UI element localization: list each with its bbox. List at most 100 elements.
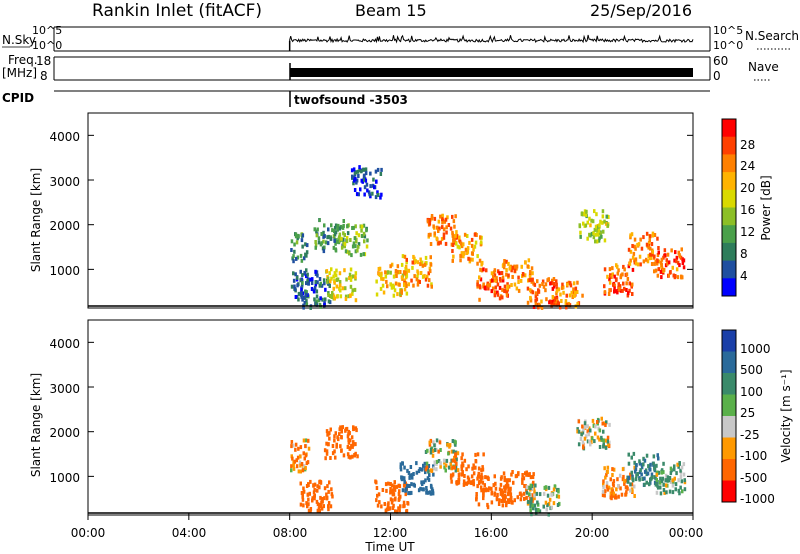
velocity-cell	[478, 479, 481, 484]
velocity-cell	[402, 500, 406, 505]
power-cell	[338, 232, 342, 237]
velocity-cell	[292, 466, 296, 471]
velocity-cell	[638, 470, 642, 475]
velocity-cell	[297, 446, 300, 451]
velocity-cell	[669, 466, 673, 471]
power-cell	[379, 286, 383, 291]
power-cell	[315, 294, 319, 299]
velocity-cell	[305, 484, 309, 488]
power-cell	[612, 282, 615, 287]
power-cell	[564, 299, 568, 304]
velocity-cell	[320, 506, 324, 511]
velocity-cell	[582, 442, 585, 447]
velocity-cell	[679, 470, 683, 475]
power-cell	[656, 259, 659, 264]
velocity-cell	[290, 454, 293, 459]
velocity-cell	[598, 428, 602, 433]
power-cell	[292, 254, 295, 259]
velocity-cell	[431, 487, 434, 492]
velocity-cell	[653, 475, 656, 480]
velocity-cell	[482, 491, 485, 496]
velocity-cell	[307, 438, 310, 443]
power-cell	[557, 287, 561, 292]
power-cell	[335, 268, 338, 273]
power-cell	[354, 298, 358, 303]
velocity-cell	[311, 496, 314, 501]
velocity-cell	[660, 479, 664, 483]
power-cell	[595, 212, 598, 217]
power-cell	[528, 274, 532, 279]
velocity-cell	[612, 479, 616, 484]
velocity-cell	[330, 487, 333, 492]
velocity-cell	[673, 467, 676, 472]
velocity-cell	[602, 429, 605, 434]
velocity-cell	[333, 438, 336, 443]
velocity-cell	[302, 438, 306, 443]
power-cell	[455, 230, 458, 235]
power-cell	[634, 257, 638, 262]
power-cell	[680, 274, 683, 279]
power-cell	[353, 188, 357, 192]
velocity-cell	[349, 455, 352, 460]
velocity-cell	[533, 496, 536, 501]
power-cell	[637, 242, 641, 247]
velocity-cell	[606, 487, 610, 492]
velocity-cell	[545, 507, 548, 512]
power-cell	[536, 292, 539, 297]
power-cell	[344, 249, 348, 254]
velocity-cell	[474, 452, 477, 457]
velocity-ytick-marks	[88, 341, 693, 477]
velocity-cell	[601, 493, 605, 498]
velocity-cell	[525, 485, 529, 490]
velocity-cell	[589, 442, 592, 447]
velocity-cell	[299, 445, 303, 450]
power-cell	[327, 227, 330, 232]
power-cell	[445, 230, 448, 235]
power-cell	[459, 241, 463, 246]
velocity-cell	[431, 448, 435, 453]
power-cell	[437, 241, 440, 246]
power-cell	[333, 280, 336, 285]
velocity-cell	[557, 494, 561, 499]
power-cell	[618, 284, 622, 289]
velocity-cell	[602, 444, 605, 449]
power-cell	[476, 282, 479, 287]
power-cell	[304, 252, 307, 257]
power-cell	[462, 251, 465, 256]
velocity-cell	[327, 489, 330, 494]
velocity-cell	[668, 489, 672, 494]
power-cell	[376, 167, 380, 172]
power-cell	[485, 268, 488, 273]
power-cell	[618, 286, 621, 291]
velocity-cell	[529, 504, 532, 508]
velocity-cell	[431, 453, 435, 458]
power-cell	[489, 279, 493, 284]
power-cell	[513, 264, 516, 269]
power-cell	[327, 293, 330, 297]
date-title: 25/Sep/2016	[590, 1, 692, 20]
power-cell	[355, 178, 359, 183]
velocity-cell	[655, 477, 658, 482]
power-cell	[301, 233, 305, 238]
power-cell	[584, 223, 588, 228]
power-cell	[454, 214, 457, 219]
power-cell	[649, 246, 652, 251]
velocity-cell	[662, 488, 666, 492]
power-cell	[462, 242, 465, 247]
velocity-cell	[553, 484, 557, 489]
velocity-cell	[611, 481, 615, 486]
velocity-cell	[548, 497, 552, 502]
velocity-cell	[682, 472, 686, 477]
velocity-colorbar-label: Velocity [m s⁻¹]	[779, 369, 793, 462]
velocity-cell	[439, 461, 442, 466]
velocity-cell	[604, 423, 607, 427]
velocity-cell	[682, 462, 686, 467]
velocity-cell	[348, 446, 351, 451]
velocity-cell	[337, 437, 340, 442]
velocity-cell	[407, 491, 410, 496]
power-cell	[501, 287, 504, 292]
power-cell	[611, 266, 614, 271]
x-tick-1: 04:00	[172, 526, 207, 540]
velocity-cell	[589, 428, 592, 433]
velocity-cell	[525, 490, 529, 495]
